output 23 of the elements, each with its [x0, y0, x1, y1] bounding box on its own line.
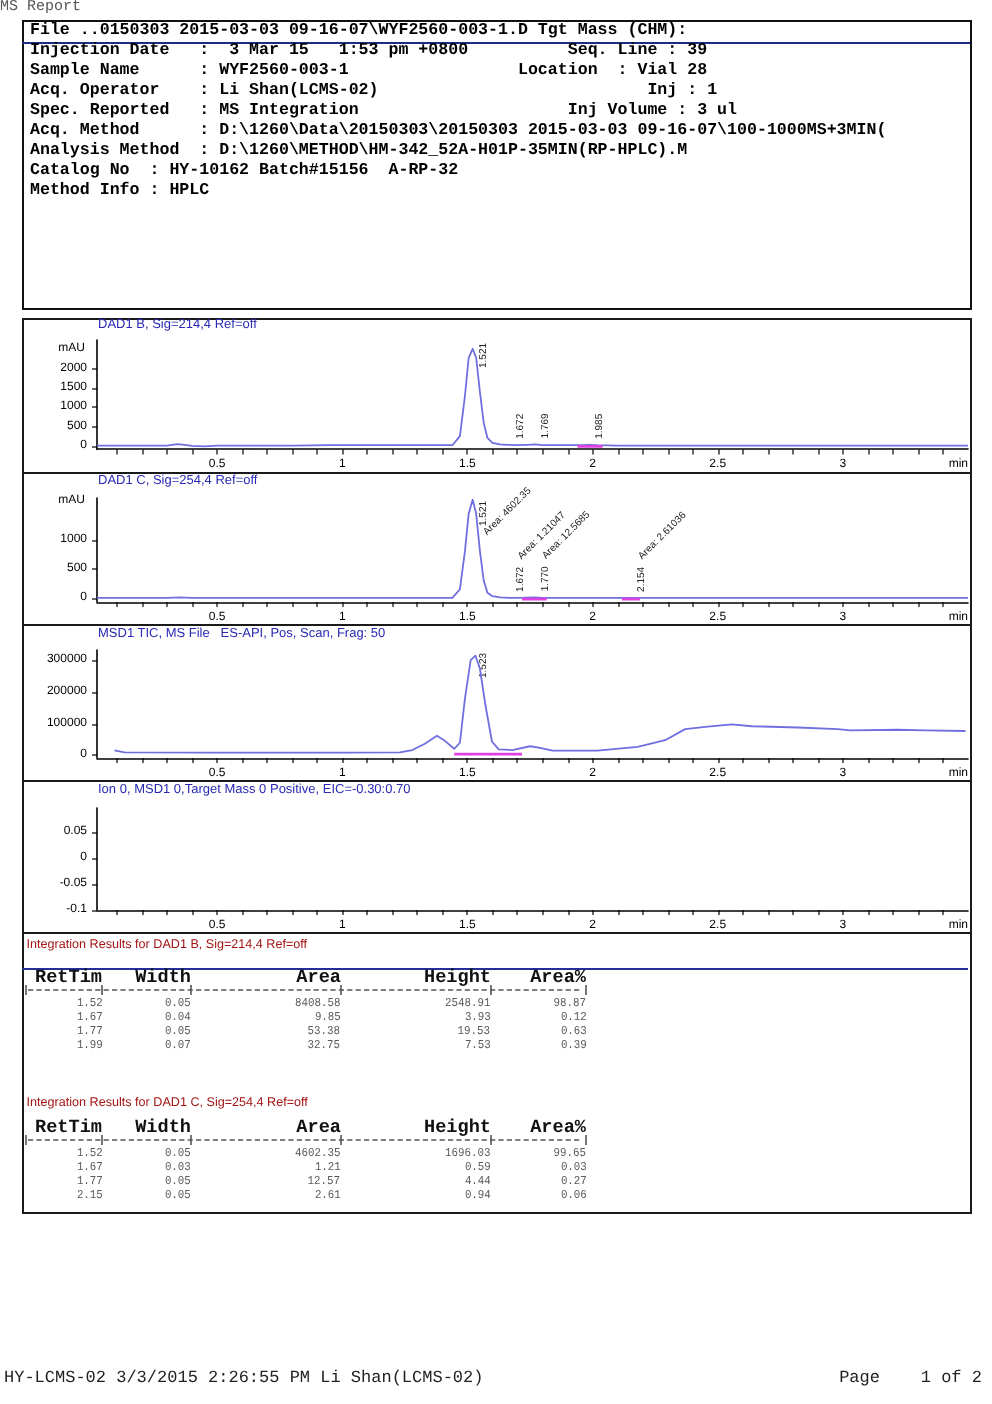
- text: Catalog No : HY-10162 Batch#15156 A-RP-32: [30, 162, 459, 181]
- text: Analysis Method : D:\1260\METHOD\HM-342_52A-H01P-35MIN(RP-HPLC).M: [30, 142, 688, 162]
- category-label: Width: [135, 1116, 191, 1139]
- category-label: Area: [296, 1116, 341, 1139]
- category-label: Area%: [530, 1116, 586, 1139]
- category-label: RetTim: [35, 1116, 102, 1139]
- text: Acq. Method : D:\1260\Data\20150303\20150303 2015-03-03 09-16-07\100-1000MS+3MIN(: [30, 122, 887, 142]
- text: File ..0150303 2015-03-03 09-16-07\WYF2560-003-1.D Tgt Mass (CHM):: [30, 21, 688, 42]
- category-label: Area: [296, 965, 341, 988]
- text: Injection Date : 3 Mar 15 1:53 pm +0800 Seq. Line : 39: [30, 41, 708, 62]
- category-label: Height: [424, 965, 491, 988]
- category-label: Height: [424, 1116, 491, 1139]
- text: Spec. Reported : MS Integration Inj Volume : 3 ul: [30, 102, 738, 122]
- text: Method Info : HPLC: [30, 182, 210, 203]
- category-label: Area%: [530, 965, 586, 988]
- text: Page 1 of 2: [839, 1367, 982, 1387]
- text: Acq. Operator : Li Shan(LCMS-02) Inj : 1: [30, 81, 718, 102]
- text: Sample Name : WYF2560-003-1 Location : Vial 28: [30, 61, 708, 82]
- category-label: RetTim: [35, 965, 102, 988]
- line-series: [95, 347, 968, 448]
- line-series: [112, 654, 966, 754]
- text: HY-LCMS-02 3/3/2015 2:26:55 PM Li Shan(LCMS-02): [4, 1367, 484, 1387]
- category-label: Width: [135, 965, 191, 988]
